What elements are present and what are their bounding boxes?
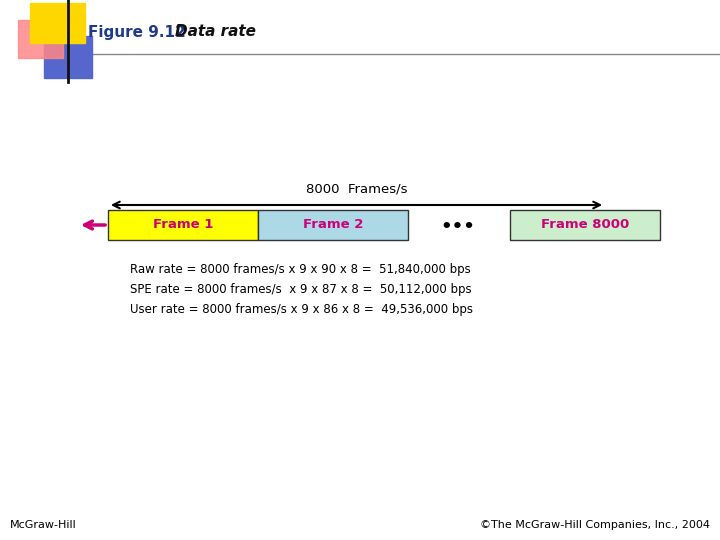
Bar — [510, 210, 660, 240]
Text: Frame 2: Frame 2 — [303, 219, 363, 232]
Text: User rate = 8000 frames/s x 9 x 86 x 8 =  49,536,000 bps: User rate = 8000 frames/s x 9 x 86 x 8 =… — [130, 303, 473, 316]
Bar — [44, 36, 92, 78]
Bar — [258, 210, 408, 240]
Text: Figure 9.12: Figure 9.12 — [88, 24, 186, 39]
Text: SPE rate = 8000 frames/s  x 9 x 87 x 8 =  50,112,000 bps: SPE rate = 8000 frames/s x 9 x 87 x 8 = … — [130, 284, 472, 296]
Text: McGraw-Hill: McGraw-Hill — [10, 520, 77, 530]
Bar — [108, 210, 258, 240]
Text: 8000  Frames/s: 8000 Frames/s — [306, 182, 408, 195]
Bar — [30, 3, 85, 43]
Text: Frame 1: Frame 1 — [153, 219, 213, 232]
Text: Frame 8000: Frame 8000 — [541, 219, 629, 232]
Text: Data rate: Data rate — [175, 24, 256, 39]
Text: Raw rate = 8000 frames/s x 9 x 90 x 8 =  51,840,000 bps: Raw rate = 8000 frames/s x 9 x 90 x 8 = … — [130, 264, 471, 276]
Text: ©The McGraw-Hill Companies, Inc., 2004: ©The McGraw-Hill Companies, Inc., 2004 — [480, 520, 710, 530]
Bar — [18, 20, 63, 58]
Text: •••: ••• — [441, 218, 475, 236]
